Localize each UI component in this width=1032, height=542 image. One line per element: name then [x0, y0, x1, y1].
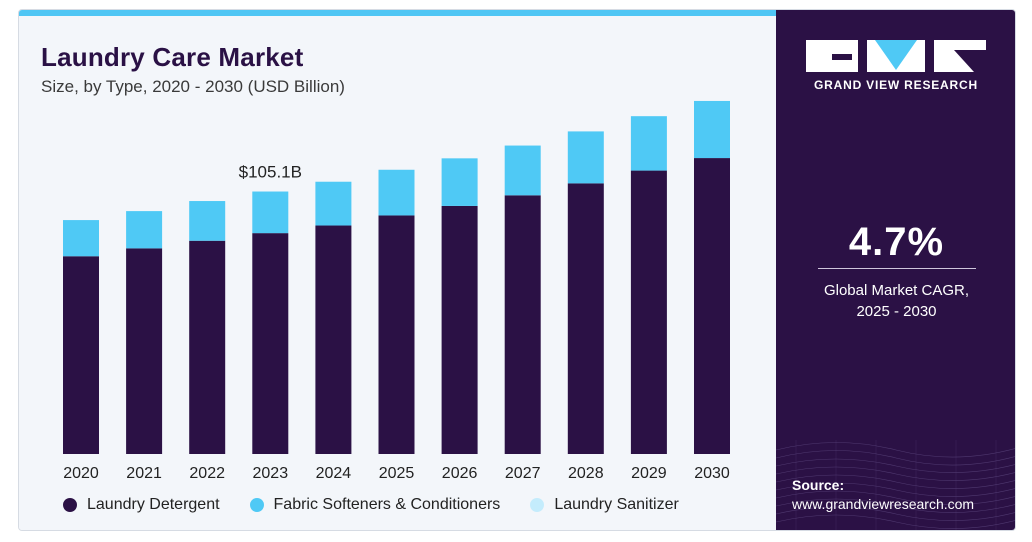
x-tick-label: 2025	[379, 465, 415, 482]
cagr-value: 4.7%	[848, 220, 945, 264]
legend-item: Fabric Softeners & Conditioners	[249, 496, 501, 514]
logo-left-block-icon	[806, 40, 858, 72]
cagr-label-line1: Global Market CAGR,	[823, 282, 970, 299]
bar-2029-series-1	[630, 116, 667, 171]
bar-2026-series-0	[441, 205, 478, 454]
bar-2024-series-0	[315, 225, 352, 454]
cagr-label-line2: 2025 - 2030	[856, 303, 937, 320]
cagr-divider	[818, 268, 976, 269]
bar-2026-series-1	[441, 158, 478, 206]
logo-mark-icon	[806, 40, 986, 72]
data-label: $105.1B	[239, 163, 302, 182]
x-tick-label: 2021	[126, 465, 162, 482]
source-note: Source: www.grandviewresearch.com	[792, 476, 974, 514]
x-tick-label: 2020	[63, 465, 99, 482]
brand-name: GRAND VIEW RESEARCH	[814, 78, 978, 92]
cagr-label: Global Market CAGR, 2025 - 2030	[776, 280, 1015, 322]
x-tick-label: 2029	[631, 465, 667, 482]
legend-label: Laundry Sanitizer	[554, 496, 679, 513]
bar-2028-series-0	[567, 183, 604, 455]
legend-item: Laundry Detergent	[63, 496, 220, 514]
chart-legend: Laundry Detergent Fabric Softeners & Cond…	[63, 496, 709, 514]
chart-title: Laundry Care Market	[41, 42, 304, 72]
bar-2021-series-1	[126, 211, 163, 249]
legend-dot-icon	[249, 498, 264, 512]
legend-label: Laundry Detergent	[87, 496, 220, 513]
brand-logo: GRAND VIEW RESEARCH	[806, 40, 986, 92]
logo-center-triangle-icon	[867, 40, 925, 72]
chart-subtitle: Size, by Type, 2020 - 2030 (USD Billion)	[41, 77, 345, 96]
bar-2029-series-0	[630, 170, 667, 455]
bar-2023-series-1	[252, 191, 289, 234]
bar-2024-series-1	[315, 181, 352, 226]
bar-chart: 2020 2021 2022 2023 2024 2025 2026 2027 2028 2029…	[63, 100, 730, 482]
chart-card: Laundry Care Market Size, by Type, 2020 …	[18, 9, 1016, 531]
legend-item: Laundry Sanitizer	[530, 496, 679, 514]
bar-2025-series-0	[378, 215, 415, 454]
bar-2023-series-0	[252, 233, 289, 454]
bar-2021-series-0	[126, 248, 163, 454]
bar-2030-series-1	[694, 100, 730, 159]
x-tick-label: 2027	[505, 465, 541, 482]
bar-2022-series-0	[189, 240, 226, 454]
x-tick-label: 2028	[568, 465, 604, 482]
legend-dot-icon	[63, 498, 77, 512]
x-tick-label: 2022	[189, 465, 225, 482]
x-tick-label: 2030	[694, 465, 730, 482]
source-url[interactable]: www.grandviewresearch.com	[792, 496, 975, 512]
bar-2022-series-1	[189, 201, 226, 241]
x-tick-label: 2026	[442, 465, 478, 482]
info-sidebar: GRAND VIEW RESEARCH 4.7% Global Market C…	[776, 10, 1015, 530]
bar-2025-series-1	[378, 169, 415, 216]
source-label: Source:	[792, 477, 845, 493]
bar-2028-series-1	[567, 131, 604, 184]
chart-panel: Laundry Care Market Size, by Type, 2020 …	[19, 16, 776, 530]
x-tick-label: 2023	[253, 465, 289, 482]
accent-bar	[19, 10, 776, 16]
bar-2027-series-0	[504, 195, 541, 454]
legend-dot-icon	[530, 498, 545, 512]
decorative-wave-pattern	[776, 440, 1015, 530]
bar-2020-series-0	[63, 256, 99, 454]
legend-label: Fabric Softeners & Conditioners	[273, 496, 501, 513]
bar-2020-series-1	[63, 220, 99, 257]
logo-right-block-icon	[934, 40, 986, 72]
bar-2027-series-1	[504, 145, 541, 196]
bar-2030-series-0	[694, 158, 730, 454]
x-tick-label: 2024	[316, 465, 352, 482]
